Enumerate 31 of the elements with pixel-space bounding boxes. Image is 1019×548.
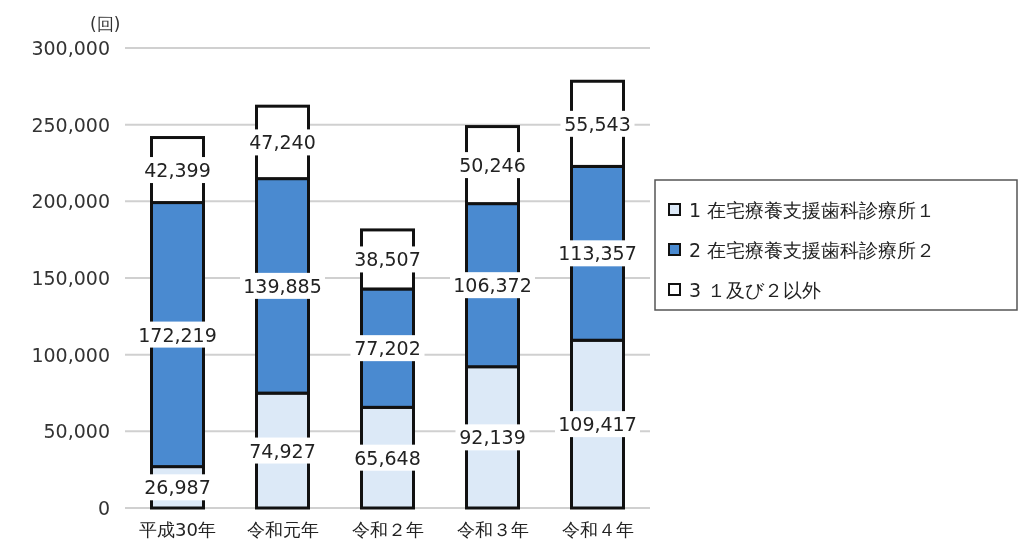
data-label: 55,543 <box>564 112 631 135</box>
x-tick-label: 令和元年 <box>246 519 319 540</box>
data-label: 92,139 <box>459 426 526 449</box>
y-tick-label: 300,000 <box>31 37 110 59</box>
data-label: 50,246 <box>459 154 526 177</box>
data-label: 42,399 <box>144 159 211 182</box>
data-label: 77,202 <box>354 337 421 360</box>
y-tick-label: 150,000 <box>31 267 110 289</box>
y-tick-label: 250,000 <box>31 113 110 136</box>
data-label: 139,885 <box>243 274 322 297</box>
x-tick-label: 令和２年 <box>351 519 424 540</box>
data-label: 74,927 <box>249 439 316 462</box>
y-axis-title: (回) <box>90 14 121 34</box>
data-label: 47,240 <box>249 131 316 154</box>
x-tick-label: 令和３年 <box>456 519 529 540</box>
y-tick-label: 100,000 <box>31 343 110 366</box>
legend-label: 3 １及び２以外 <box>689 279 822 301</box>
y-tick-label: 200,000 <box>31 190 110 213</box>
x-tick-label: 令和４年 <box>561 519 634 540</box>
legend-label: 1 在宅療養支援歯科診療所１ <box>689 199 936 221</box>
data-label: 65,648 <box>354 446 421 469</box>
y-tick-label: 0 <box>97 497 110 519</box>
data-label: 38,507 <box>354 248 421 271</box>
data-label: 106,372 <box>453 274 532 297</box>
data-label: 113,357 <box>558 242 637 265</box>
legend-label: 2 在宅療養支援歯科診療所２ <box>689 239 936 261</box>
data-label: 172,219 <box>138 323 217 346</box>
x-tick-label: 平成30年 <box>139 519 216 540</box>
y-tick-label: 50,000 <box>43 420 110 443</box>
data-label: 109,417 <box>558 413 637 436</box>
data-label: 26,987 <box>144 476 211 499</box>
